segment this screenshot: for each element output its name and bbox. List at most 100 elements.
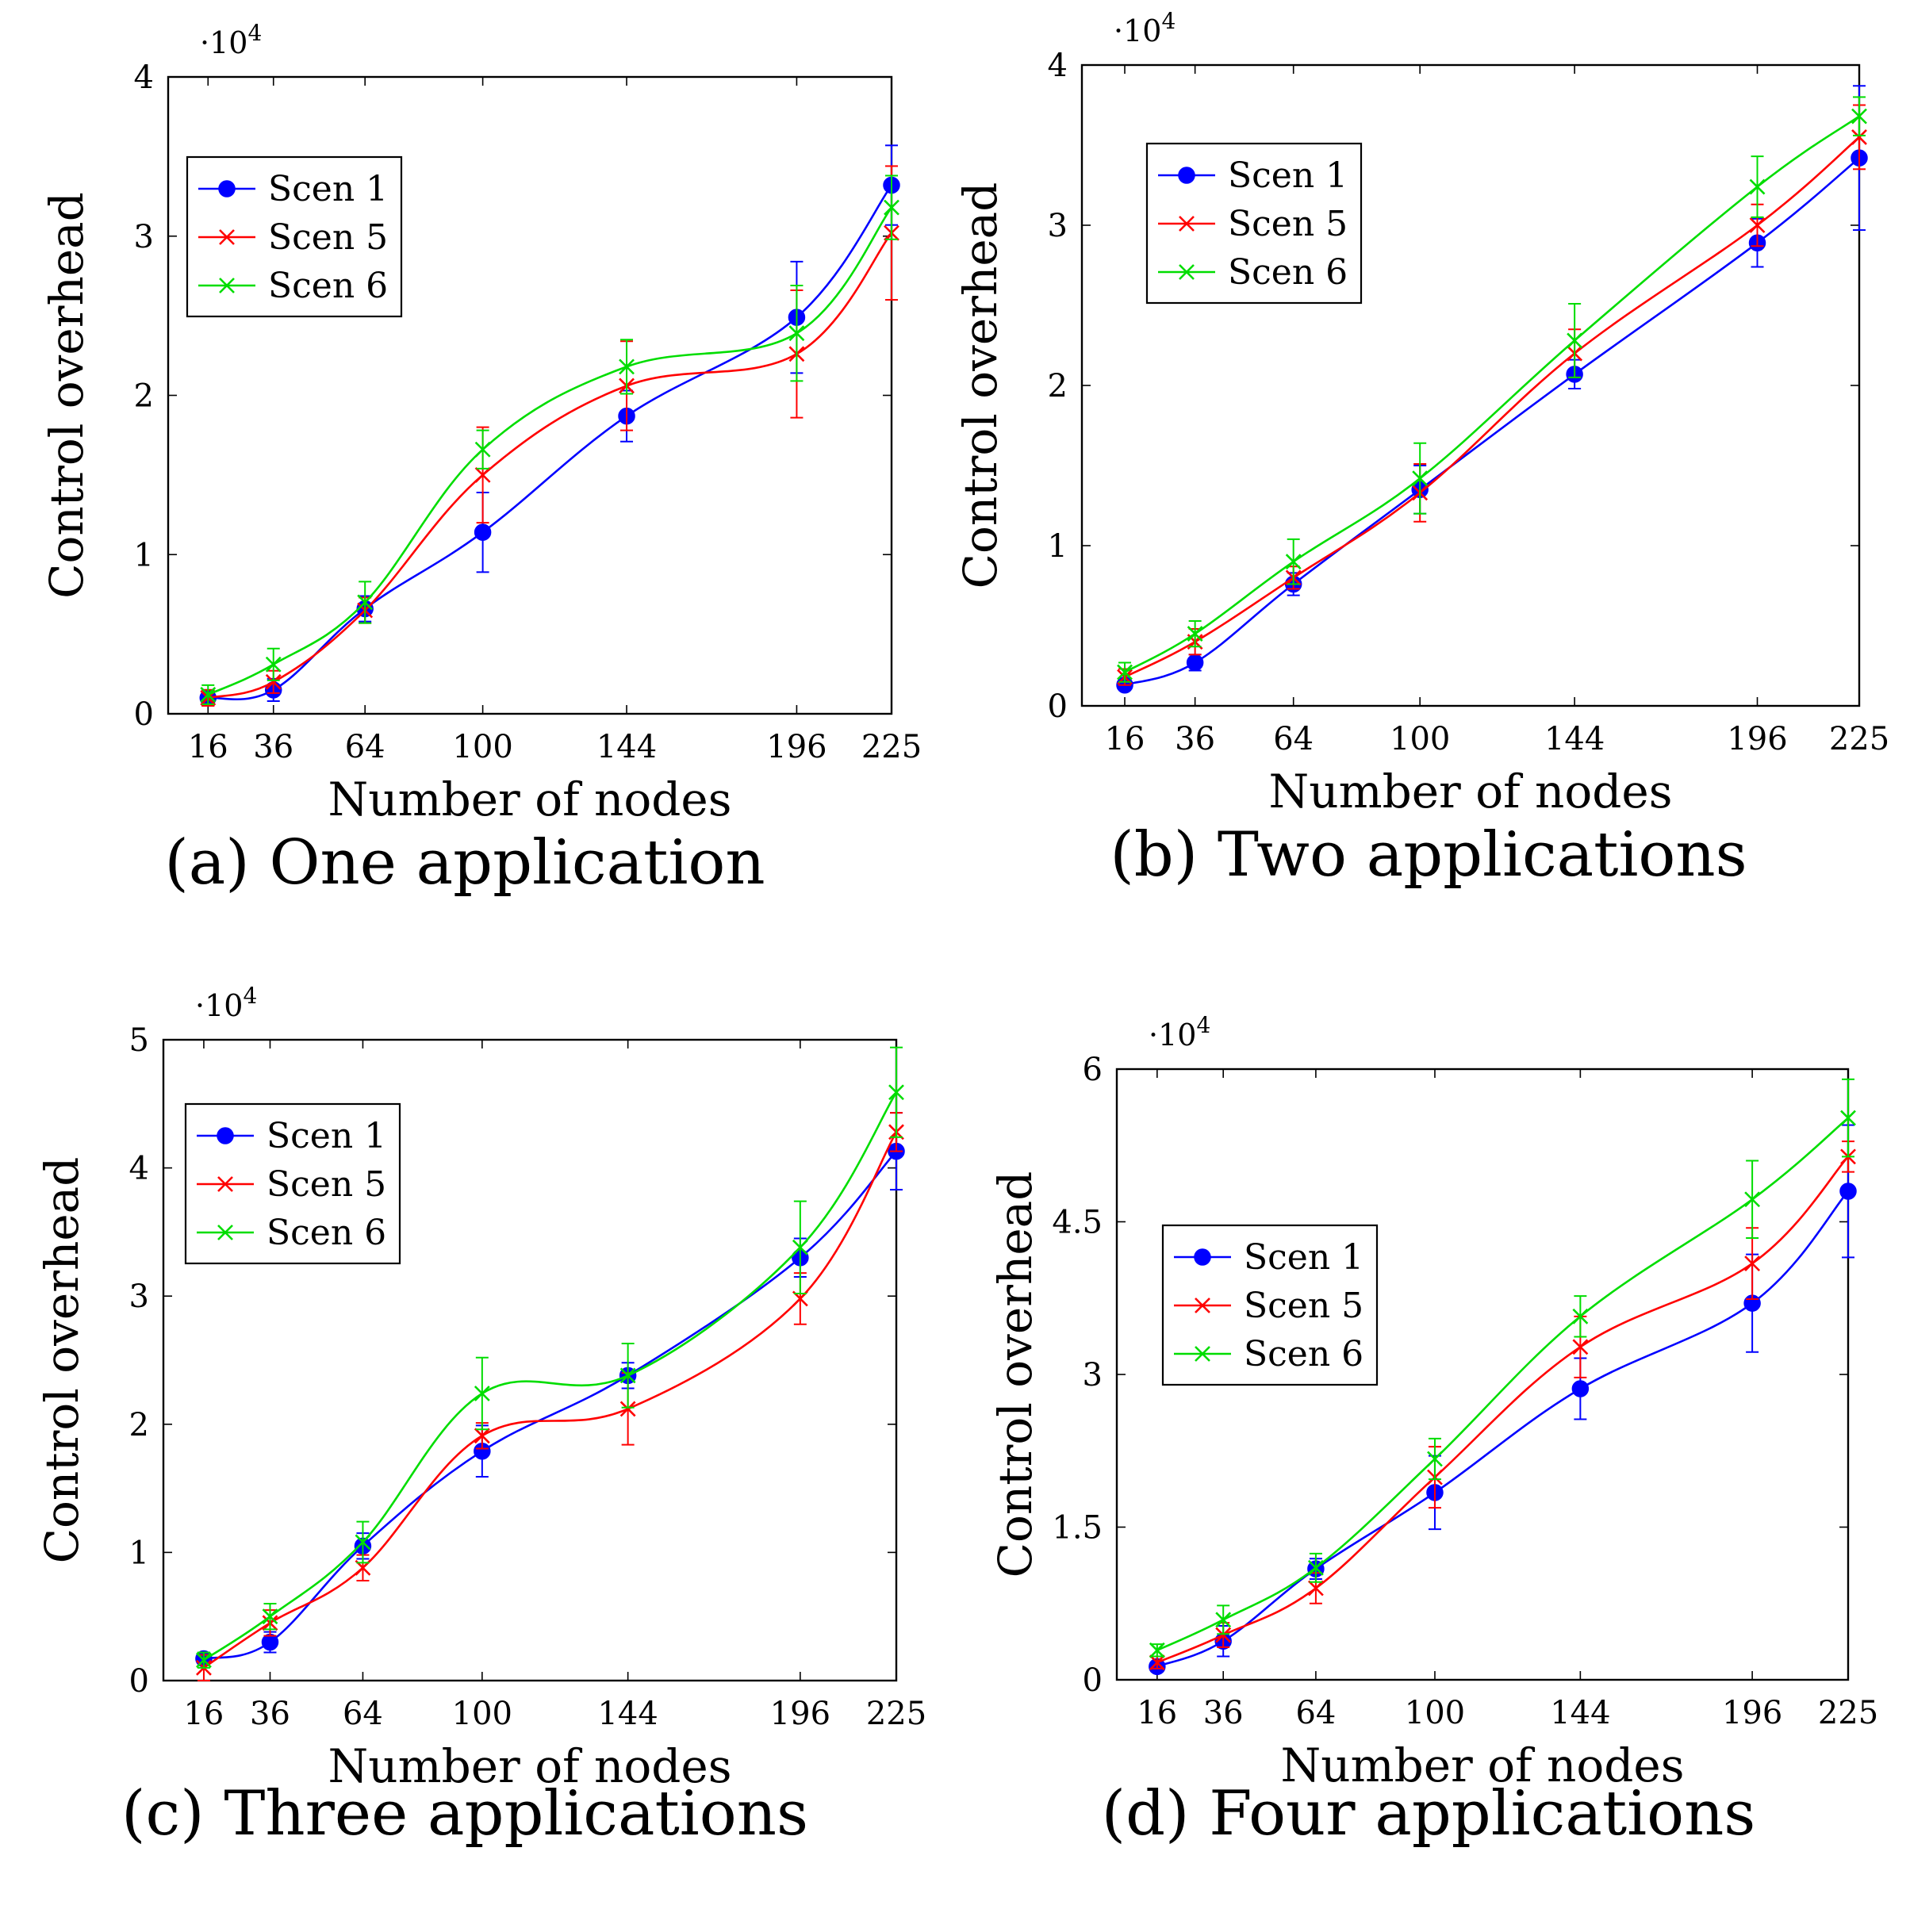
series-scen-1: [1149, 1124, 1857, 1676]
y-scale-exponent: 4: [243, 983, 257, 1009]
legend-swatch-marker: [219, 229, 235, 245]
y-tick-label: 3: [1048, 208, 1068, 244]
legend-entry: Scen 6: [268, 266, 388, 306]
x-tick-label: 36: [253, 729, 293, 765]
x-tick-label: 36: [1175, 721, 1215, 757]
data-point: [474, 1386, 490, 1401]
x-tick-label: 64: [1295, 1695, 1336, 1731]
data-point: [792, 1239, 808, 1255]
legend-entry: Scen 1: [1228, 155, 1348, 196]
y-tick-label: 0: [1083, 1662, 1103, 1699]
data-point: [355, 1534, 371, 1551]
y-tick-label: 0: [134, 696, 154, 733]
series-scen-6: [200, 174, 899, 705]
y-axis-label: Control overhead: [35, 1157, 89, 1564]
x-tick-label: 144: [1544, 721, 1605, 757]
data-point: [1307, 1559, 1324, 1576]
data-point: [619, 1367, 636, 1384]
data-point: [262, 1608, 278, 1625]
chart-panel-4: 16 36 64 100 144 196 225 0 1.5 3 4.5 6 ·104 Number of…: [988, 1012, 1878, 1850]
data-point: [200, 686, 217, 703]
data-point: [261, 1633, 279, 1651]
y-scale-base: ·10: [200, 25, 247, 60]
x-tick-label: 36: [1203, 1695, 1244, 1731]
legend-swatch-marker: [218, 180, 236, 197]
x-tick-label: 100: [1405, 1695, 1465, 1731]
x-tick-label: 196: [1727, 721, 1787, 757]
legend-entry: Scen 1: [267, 1116, 386, 1156]
x-tick-label: 225: [1818, 1695, 1878, 1731]
x-axis-label: Number of nodes: [1280, 1738, 1684, 1792]
y-tick-label: 1.5: [1052, 1510, 1103, 1547]
x-tick-label: 100: [1390, 721, 1450, 757]
data-point: [1572, 1339, 1589, 1355]
data-point: [1749, 217, 1766, 233]
x-tick-label: 144: [1550, 1695, 1610, 1731]
y-scale-base: ·10: [195, 988, 243, 1023]
x-axis-label: Number of nodes: [328, 1739, 731, 1793]
x-axis-label: Number of nodes: [1268, 765, 1672, 818]
y-axis-label: Control overhead: [988, 1171, 1042, 1578]
legend-entry: Scen 5: [1244, 1286, 1363, 1326]
legend: Scen 1 Scen 5 Scen 6: [1145, 142, 1363, 305]
panel-caption: (a) One application: [164, 827, 765, 899]
x-tick-label: 225: [1829, 721, 1889, 757]
x-tick-label: 196: [770, 1696, 830, 1732]
y-scale-exponent: 4: [247, 20, 262, 46]
data-point: [474, 523, 492, 541]
data-point: [1307, 1580, 1324, 1597]
y-scale-multiplier: ·104: [200, 20, 262, 60]
legend-swatch-marker: [1179, 264, 1195, 280]
y-scale-exponent: 4: [1161, 8, 1176, 34]
x-tick-label: 144: [597, 1696, 658, 1732]
series-scen-6: [196, 1046, 904, 1669]
series-scen-6: [1117, 96, 1867, 683]
y-scale-base: ·10: [1149, 1018, 1196, 1052]
y-scale-exponent: 4: [1196, 1012, 1210, 1038]
x-tick-label: 16: [183, 1696, 224, 1732]
x-tick-label: 64: [343, 1696, 383, 1732]
data-point: [1851, 128, 1867, 145]
y-tick-label: 3: [1083, 1357, 1103, 1393]
x-tick-label: 16: [188, 729, 228, 765]
legend: Scen 1 Scen 5 Scen 6: [186, 155, 403, 318]
x-axis-label: Number of nodes: [328, 772, 731, 826]
legend-swatch-marker: [1178, 167, 1195, 184]
y-tick-label: 0: [1048, 688, 1068, 725]
y-tick-label: 4.5: [1052, 1205, 1103, 1241]
y-tick-label: 6: [1083, 1052, 1103, 1088]
y-tick-label: 2: [129, 1407, 149, 1443]
data-point: [1571, 1380, 1590, 1397]
data-point: [1149, 1642, 1165, 1658]
data-point: [1567, 332, 1583, 349]
data-point: [196, 1652, 212, 1669]
y-tick-label: 1: [1048, 528, 1068, 565]
y-tick-label: 4: [134, 59, 154, 96]
y-tick-label: 2: [1048, 368, 1068, 404]
x-tick-label: 225: [866, 1696, 926, 1732]
y-tick-label: 4: [1048, 48, 1068, 84]
data-point: [1839, 1183, 1857, 1200]
y-scale-base: ·10: [1114, 13, 1161, 48]
data-point: [265, 656, 282, 673]
data-point: [1149, 1654, 1165, 1671]
x-tick-label: 36: [250, 1696, 290, 1732]
legend-entry: Scen 6: [1228, 252, 1348, 293]
y-tick-label: 3: [129, 1278, 149, 1315]
data-point: [1215, 1612, 1232, 1628]
y-tick-label: 1: [129, 1535, 149, 1571]
y-tick-label: 5: [129, 1022, 149, 1059]
data-point: [1749, 178, 1766, 195]
legend-swatch-marker: [217, 1176, 233, 1192]
data-point: [265, 673, 282, 690]
y-tick-label: 2: [134, 378, 154, 415]
x-tick-label: 64: [1273, 721, 1314, 757]
data-point: [1572, 1308, 1589, 1324]
y-tick-label: 4: [129, 1151, 149, 1187]
y-tick-label: 1: [134, 537, 154, 573]
data-point: [619, 1401, 636, 1417]
data-point: [357, 594, 374, 611]
legend-entry: Scen 5: [1228, 204, 1348, 244]
